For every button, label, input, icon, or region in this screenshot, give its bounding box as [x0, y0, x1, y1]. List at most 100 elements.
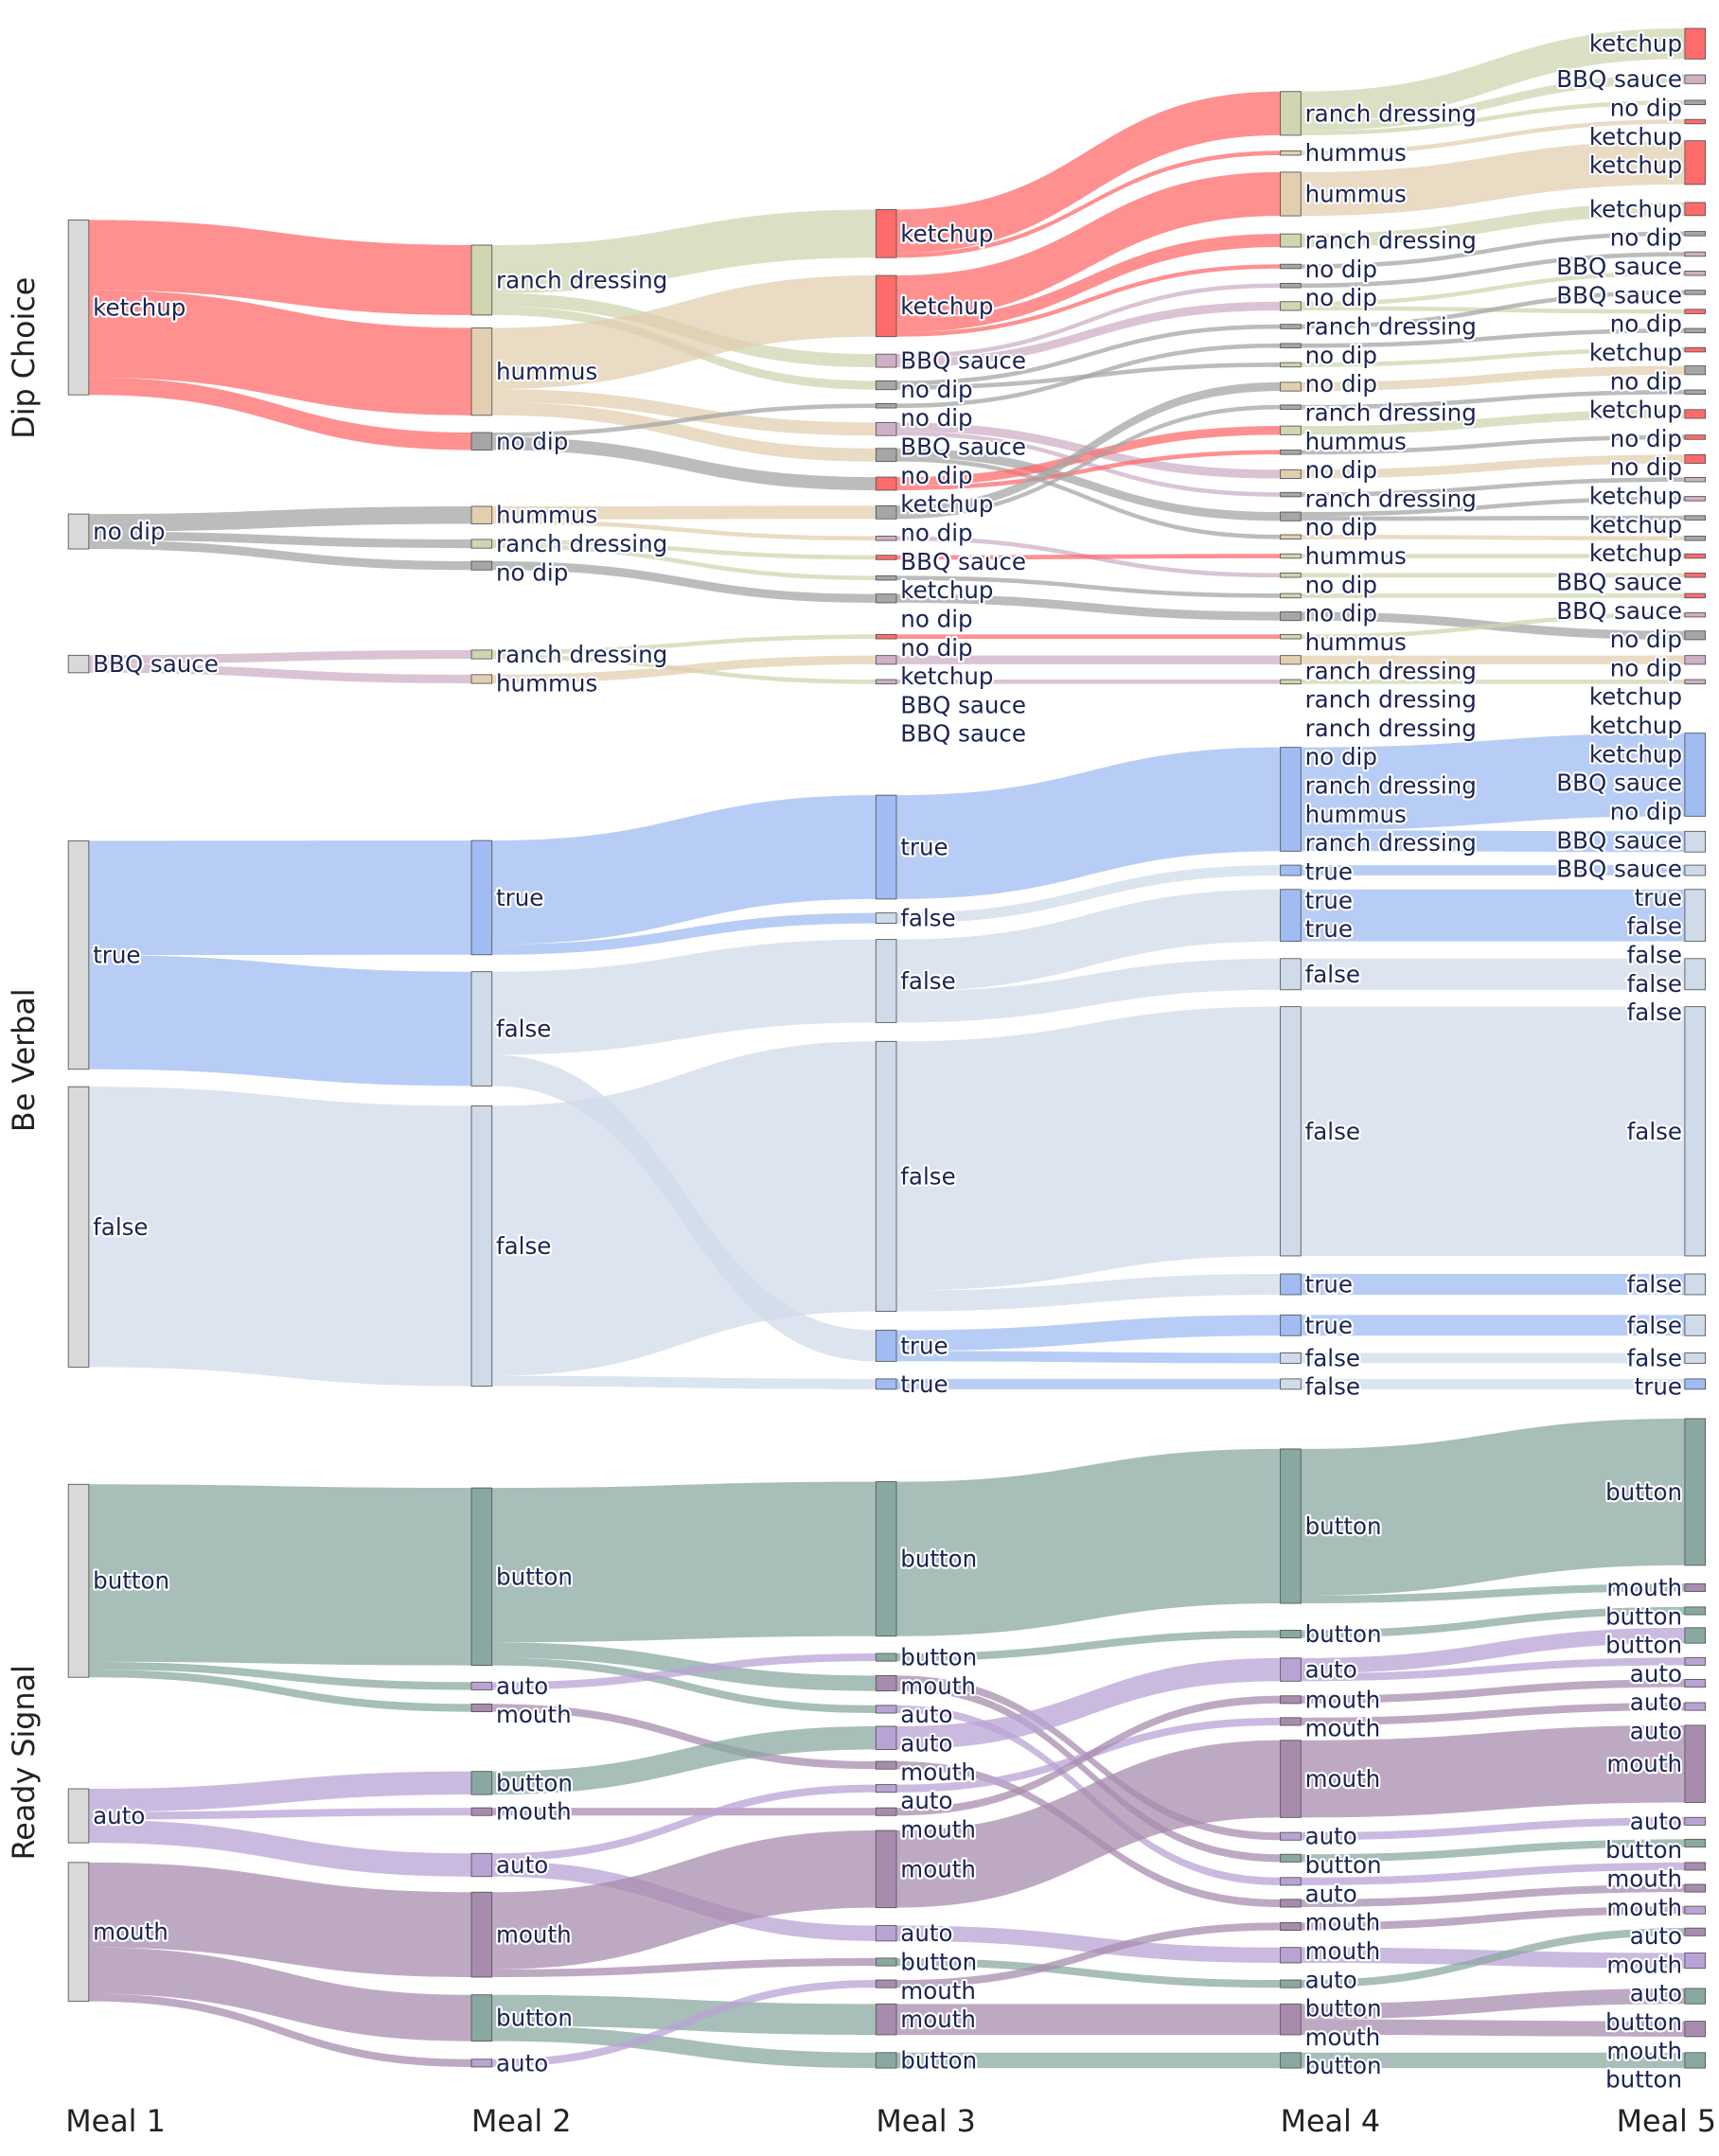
node-dip-choice-meal5-no-dip[interactable]	[1684, 231, 1706, 237]
node-ready-signal-meal2-mouth[interactable]	[470, 1891, 493, 1978]
node-dip-choice-meal1-ketchup[interactable]	[67, 219, 90, 396]
node-dip-choice-meal5-no-dip[interactable]	[1684, 365, 1706, 376]
node-dip-choice-meal2-hummus[interactable]	[470, 505, 493, 524]
node-be-verbal-meal4-false[interactable]	[1280, 1006, 1302, 1257]
node-dip-choice-meal5-ketchup[interactable]	[1684, 592, 1706, 599]
node-dip-choice-meal5-no-dip[interactable]	[1684, 515, 1706, 521]
node-dip-choice-meal2-no-dip[interactable]	[470, 560, 493, 571]
node-be-verbal-meal3-true[interactable]	[875, 1330, 897, 1362]
node-ready-signal-meal5-button[interactable]	[1684, 1627, 1706, 1644]
node-be-verbal-meal5-false[interactable]	[1684, 1273, 1706, 1296]
node-ready-signal-meal5-button[interactable]	[1684, 1606, 1706, 1616]
node-ready-signal-meal5-auto[interactable]	[1684, 1656, 1706, 1666]
node-ready-signal-meal4-auto[interactable]	[1280, 1657, 1302, 1682]
node-ready-signal-meal3-button[interactable]	[875, 2052, 897, 2069]
node-dip-choice-meal4-hummus[interactable]	[1280, 468, 1302, 479]
node-dip-choice-meal3-ketchup[interactable]	[875, 476, 897, 491]
node-dip-choice-meal4-no-dip[interactable]	[1280, 611, 1302, 622]
node-ready-signal-meal2-auto[interactable]	[470, 2059, 493, 2068]
node-dip-choice-meal5-bbq-sauce[interactable]	[1684, 74, 1706, 84]
node-ready-signal-meal5-mouth[interactable]	[1684, 1927, 1706, 1936]
node-be-verbal-meal5-false[interactable]	[1684, 889, 1706, 943]
node-ready-signal-meal4-mouth[interactable]	[1280, 1899, 1302, 1908]
node-dip-choice-meal4-hummus[interactable]	[1280, 150, 1302, 156]
node-dip-choice-meal1-no-dip[interactable]	[67, 513, 90, 550]
node-ready-signal-meal4-mouth[interactable]	[1280, 2003, 1302, 2036]
node-ready-signal-meal3-button[interactable]	[875, 1652, 897, 1662]
node-dip-choice-meal3-no-dip[interactable]	[875, 448, 897, 463]
node-dip-choice-meal5-bbq-sauce[interactable]	[1684, 655, 1706, 665]
node-dip-choice-meal5-ketchup[interactable]	[1684, 434, 1706, 440]
node-dip-choice-meal4-ranch-dressing[interactable]	[1280, 91, 1302, 136]
node-ready-signal-meal5-auto[interactable]	[1684, 1702, 1706, 1711]
node-be-verbal-meal4-true[interactable]	[1280, 864, 1302, 876]
node-dip-choice-meal2-hummus[interactable]	[470, 674, 493, 684]
node-dip-choice-meal1-bbq-sauce[interactable]	[67, 654, 90, 674]
node-ready-signal-meal4-auto[interactable]	[1280, 1947, 1302, 1964]
node-dip-choice-meal4-ranch-dressing[interactable]	[1280, 592, 1302, 599]
node-ready-signal-meal3-mouth[interactable]	[875, 1829, 897, 1909]
node-be-verbal-meal4-true[interactable]	[1280, 1314, 1302, 1336]
node-dip-choice-meal4-no-dip[interactable]	[1280, 324, 1302, 329]
node-dip-choice-meal4-no-dip[interactable]	[1280, 263, 1302, 270]
node-dip-choice-meal3-ketchup[interactable]	[875, 209, 897, 258]
node-be-verbal-meal3-true[interactable]	[875, 1378, 897, 1390]
node-dip-choice-meal3-no-dip[interactable]	[875, 380, 897, 391]
node-dip-choice-meal4-ranch-dressing[interactable]	[1280, 633, 1302, 640]
node-be-verbal-meal4-true[interactable]	[1280, 889, 1302, 943]
node-dip-choice-meal4-hummus[interactable]	[1280, 381, 1302, 392]
node-ready-signal-meal4-button[interactable]	[1280, 2052, 1302, 2069]
node-be-verbal-meal5-false[interactable]	[1684, 958, 1706, 991]
node-ready-signal-meal2-button[interactable]	[470, 1487, 493, 1667]
node-be-verbal-meal4-false[interactable]	[1280, 1378, 1302, 1390]
node-dip-choice-meal5-bbq-sauce[interactable]	[1684, 679, 1706, 685]
node-ready-signal-meal1-mouth[interactable]	[67, 1862, 90, 2003]
node-dip-choice-meal5-ketchup[interactable]	[1684, 453, 1706, 465]
node-be-verbal-meal1-true[interactable]	[67, 839, 90, 1070]
node-be-verbal-meal4-true[interactable]	[1280, 1273, 1302, 1296]
node-dip-choice-meal5-ketchup[interactable]	[1684, 573, 1706, 578]
node-ready-signal-meal3-button[interactable]	[875, 1481, 897, 1637]
node-dip-choice-meal5-ketchup[interactable]	[1684, 140, 1706, 186]
node-dip-choice-meal4-hummus[interactable]	[1280, 171, 1302, 217]
node-dip-choice-meal5-bbq-sauce[interactable]	[1684, 496, 1706, 502]
node-dip-choice-meal5-no-dip[interactable]	[1684, 290, 1706, 295]
node-dip-choice-meal4-ranch-dressing[interactable]	[1280, 233, 1302, 248]
node-ready-signal-meal3-mouth[interactable]	[875, 1979, 897, 1988]
node-dip-choice-meal5-ketchup[interactable]	[1684, 553, 1706, 559]
node-dip-choice-meal2-hummus[interactable]	[470, 327, 493, 416]
node-dip-choice-meal2-ranch-dressing[interactable]	[470, 649, 493, 660]
node-dip-choice-meal5-ketchup[interactable]	[1684, 409, 1706, 419]
node-dip-choice-meal2-ranch-dressing[interactable]	[470, 244, 493, 316]
node-ready-signal-meal5-mouth[interactable]	[1684, 1582, 1706, 1592]
node-dip-choice-meal2-no-dip[interactable]	[470, 432, 493, 451]
node-dip-choice-meal3-bbq-sauce[interactable]	[875, 655, 897, 665]
node-ready-signal-meal5-mouth[interactable]	[1684, 1883, 1706, 1893]
node-ready-signal-meal4-auto[interactable]	[1280, 1877, 1302, 1886]
node-be-verbal-meal2-false[interactable]	[470, 971, 493, 1087]
node-ready-signal-meal5-button[interactable]	[1684, 1418, 1706, 1566]
node-ready-signal-meal1-auto[interactable]	[67, 1788, 90, 1844]
node-dip-choice-meal3-no-dip[interactable]	[875, 574, 897, 581]
node-dip-choice-meal4-ranch-dressing[interactable]	[1280, 573, 1302, 578]
node-ready-signal-meal3-auto[interactable]	[875, 1925, 897, 1942]
node-ready-signal-meal3-mouth[interactable]	[875, 1674, 897, 1692]
node-ready-signal-meal2-button[interactable]	[470, 1994, 493, 2042]
node-ready-signal-meal5-auto[interactable]	[1684, 1952, 1706, 1970]
node-dip-choice-meal4-hummus[interactable]	[1280, 534, 1302, 540]
node-ready-signal-meal3-mouth[interactable]	[875, 1760, 897, 1770]
node-dip-choice-meal5-ketchup[interactable]	[1684, 202, 1706, 217]
node-dip-choice-meal5-ketchup[interactable]	[1684, 27, 1706, 60]
node-dip-choice-meal3-bbq-sauce[interactable]	[875, 421, 897, 436]
node-dip-choice-meal4-no-dip[interactable]	[1280, 343, 1302, 348]
node-ready-signal-meal3-auto[interactable]	[875, 1705, 897, 1714]
node-ready-signal-meal3-auto[interactable]	[875, 1725, 897, 1750]
node-ready-signal-meal2-auto[interactable]	[470, 1852, 493, 1878]
node-dip-choice-meal5-ketchup[interactable]	[1684, 118, 1706, 125]
node-ready-signal-meal4-button[interactable]	[1280, 1979, 1302, 1988]
node-be-verbal-meal4-true[interactable]	[1280, 747, 1302, 852]
node-be-verbal-meal5-false[interactable]	[1684, 830, 1706, 853]
node-dip-choice-meal5-ketchup[interactable]	[1684, 309, 1706, 314]
node-dip-choice-meal3-ketchup[interactable]	[875, 274, 897, 338]
node-be-verbal-meal3-false[interactable]	[875, 1040, 897, 1312]
